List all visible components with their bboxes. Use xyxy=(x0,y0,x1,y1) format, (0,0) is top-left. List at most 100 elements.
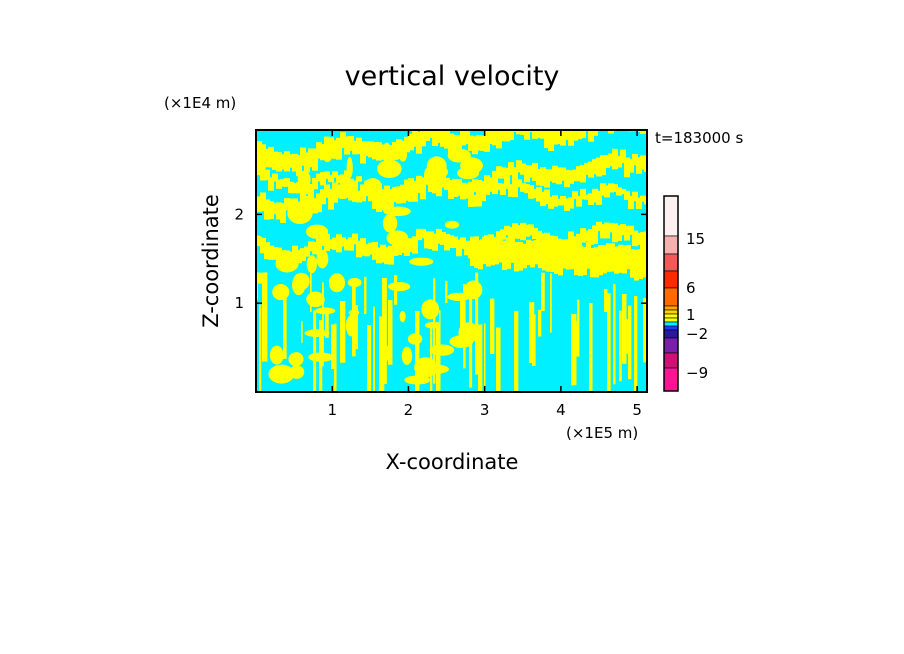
positive-region xyxy=(288,154,294,168)
positive-region xyxy=(424,321,440,329)
positive-region xyxy=(592,130,598,136)
positive-region xyxy=(444,220,460,229)
positive-region xyxy=(500,167,506,179)
positive-region xyxy=(409,257,434,266)
positive-region xyxy=(412,181,418,191)
positive-region xyxy=(544,169,550,188)
positive-region xyxy=(292,182,298,194)
positive-region xyxy=(292,272,310,291)
positive-region xyxy=(448,184,454,198)
y-tick-label: 2 xyxy=(234,205,244,223)
positive-region xyxy=(428,175,434,182)
positive-region xyxy=(628,158,634,173)
positive-region xyxy=(586,241,591,269)
positive-region xyxy=(315,307,336,315)
positive-region xyxy=(416,228,422,241)
positive-region xyxy=(260,171,266,181)
colorbar-label: 1 xyxy=(686,306,696,324)
positive-region xyxy=(396,242,402,256)
y-tick-label: 1 xyxy=(234,294,244,312)
positive-region xyxy=(304,329,330,337)
positive-region xyxy=(312,177,318,190)
positive-region xyxy=(348,309,360,316)
positive-region xyxy=(316,173,322,182)
positive-region xyxy=(470,236,475,266)
positive-region xyxy=(340,301,346,363)
positive-region xyxy=(472,179,478,193)
positive-region xyxy=(284,198,290,211)
positive-region xyxy=(464,131,470,145)
positive-region xyxy=(346,156,353,179)
positive-region xyxy=(440,232,446,245)
positive-region xyxy=(444,182,450,188)
positive-region xyxy=(382,277,387,384)
positive-region xyxy=(571,314,577,386)
positive-region xyxy=(576,166,582,182)
positive-region xyxy=(308,194,314,210)
positive-region xyxy=(576,233,582,249)
positive-region xyxy=(576,196,582,207)
positive-region xyxy=(440,177,446,188)
positive-region xyxy=(313,310,317,392)
positive-region xyxy=(268,177,274,191)
positive-region xyxy=(480,189,486,202)
positive-region xyxy=(504,181,510,189)
positive-region xyxy=(388,245,394,265)
positive-region xyxy=(598,245,603,276)
positive-region xyxy=(384,247,390,265)
positive-region xyxy=(332,140,338,159)
positive-region xyxy=(516,179,522,188)
positive-region xyxy=(544,130,550,149)
positive-region xyxy=(520,182,526,192)
positive-region xyxy=(584,162,590,175)
positive-region xyxy=(268,364,295,384)
positive-region xyxy=(638,249,643,280)
positive-region xyxy=(440,130,446,147)
positive-region xyxy=(504,167,510,188)
positive-region xyxy=(456,184,462,196)
positive-region xyxy=(387,281,411,292)
positive-region xyxy=(488,185,494,192)
positive-region xyxy=(632,230,638,247)
positive-region xyxy=(304,152,310,173)
positive-region xyxy=(421,299,440,320)
positive-region xyxy=(642,250,647,278)
positive-region xyxy=(496,130,502,149)
positive-region xyxy=(580,130,586,139)
positive-region xyxy=(604,109,610,128)
positive-region xyxy=(568,197,574,209)
positive-region xyxy=(478,324,483,392)
positive-region xyxy=(310,270,312,313)
positive-region xyxy=(420,177,426,188)
positive-region xyxy=(424,178,430,185)
positive-region xyxy=(516,225,522,239)
positive-region xyxy=(616,109,622,124)
positive-region xyxy=(610,243,615,272)
positive-region xyxy=(344,239,350,251)
positive-region xyxy=(352,233,358,245)
positive-region xyxy=(336,137,342,160)
colorbar-segment xyxy=(663,195,679,237)
colorbar-segment xyxy=(663,287,679,307)
positive-region xyxy=(400,184,406,197)
positive-region xyxy=(262,272,268,362)
positive-region xyxy=(420,178,426,200)
positive-region xyxy=(344,136,350,155)
positive-region xyxy=(536,230,542,246)
positive-region xyxy=(275,255,299,273)
time-label: t=183000 s xyxy=(655,129,743,147)
positive-region xyxy=(528,165,534,178)
positive-region xyxy=(476,193,482,207)
positive-region xyxy=(582,246,587,276)
positive-region xyxy=(544,189,550,205)
positive-region xyxy=(392,187,398,194)
positive-region xyxy=(335,192,350,199)
positive-region xyxy=(524,165,530,183)
positive-region xyxy=(574,321,580,357)
positive-region xyxy=(396,139,402,160)
positive-region xyxy=(336,175,342,184)
positive-region xyxy=(380,244,386,263)
positive-region xyxy=(622,294,627,364)
positive-region xyxy=(522,243,527,269)
positive-region xyxy=(356,176,362,182)
